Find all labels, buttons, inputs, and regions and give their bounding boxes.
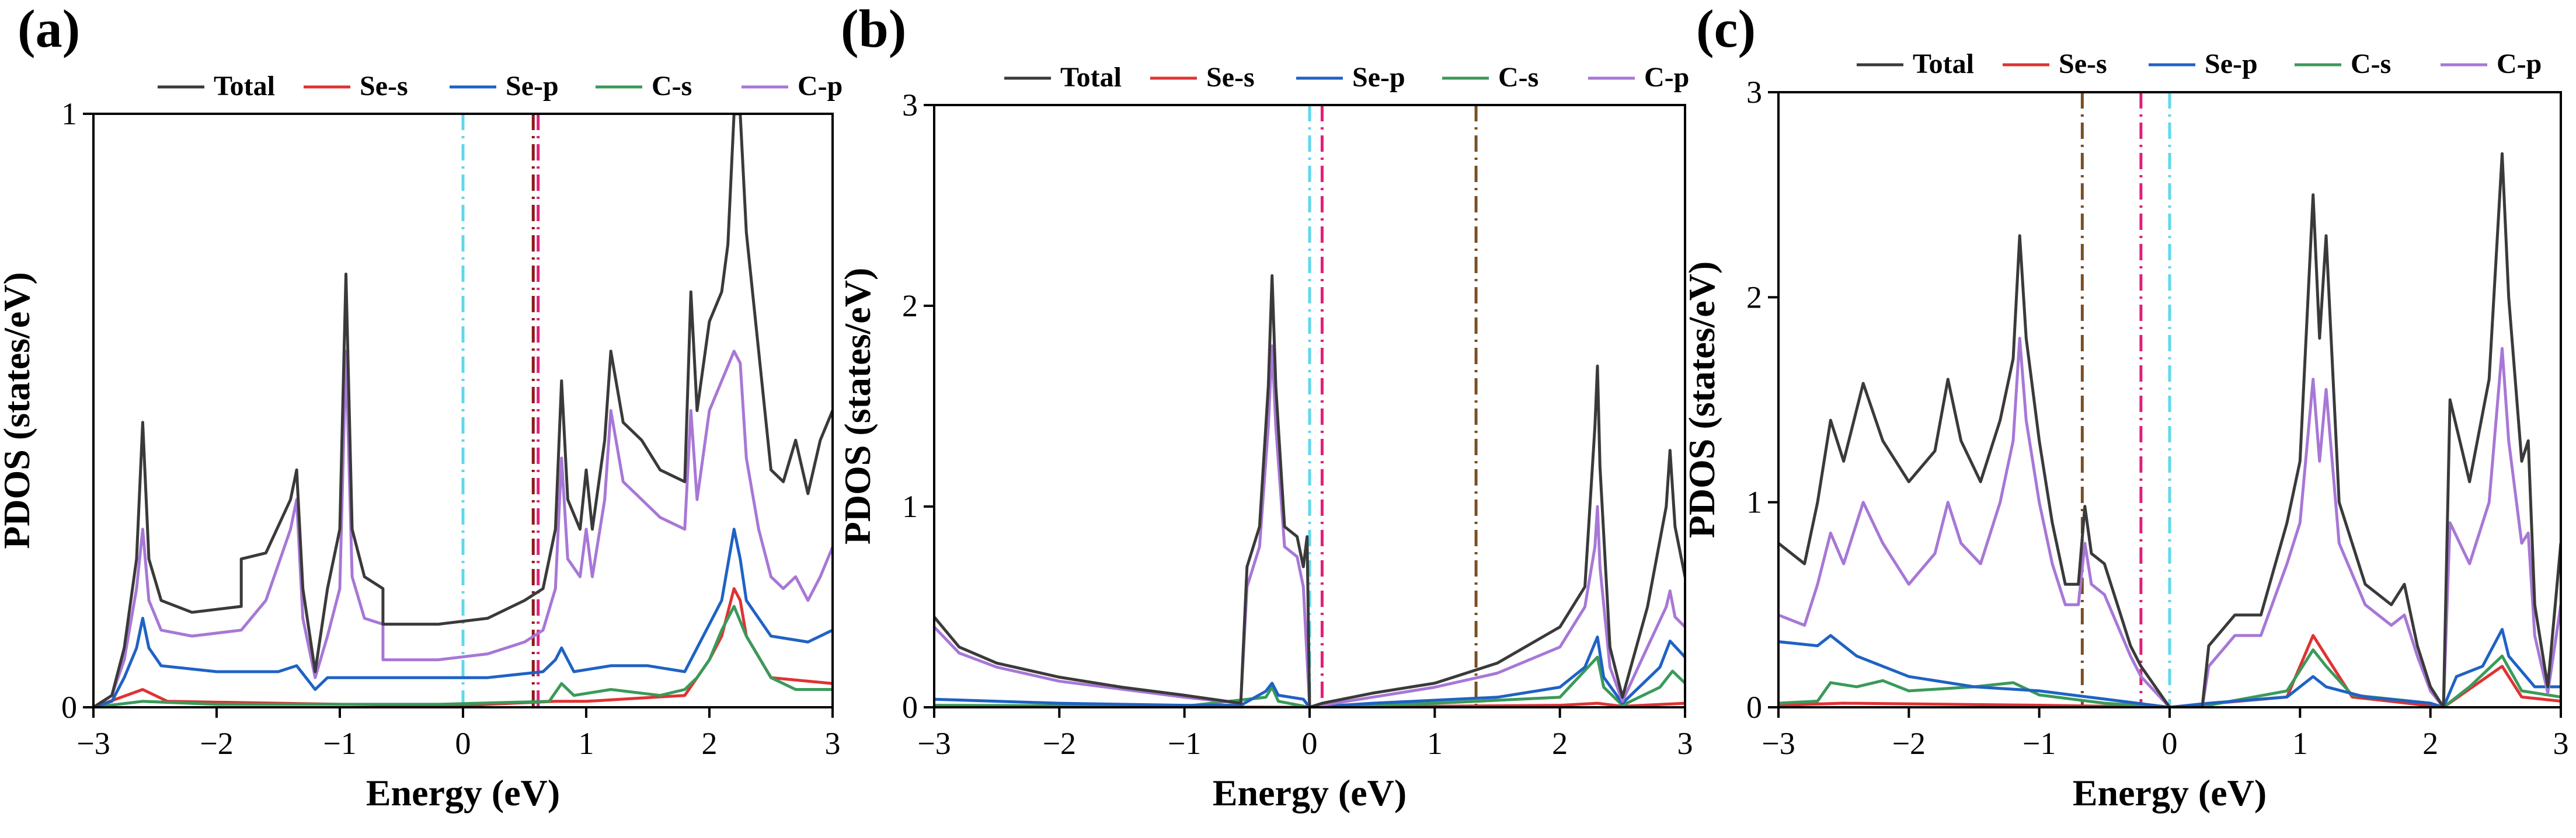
x-tick-label: 2 (2422, 726, 2438, 761)
x-tick-label: 1 (579, 726, 594, 761)
series-line-se-p (1778, 628, 2561, 707)
legend-label-c-p: C-p (2497, 48, 2542, 79)
series-line-se-s (93, 587, 833, 707)
legend-label-total: Total (214, 71, 275, 102)
series-line-c-p (1778, 337, 2561, 707)
y-tick-label: 1 (61, 96, 77, 131)
x-tick-label: −3 (1762, 726, 1795, 761)
series-line-se-p (934, 636, 1685, 707)
x-tick-label: −1 (1168, 726, 1201, 761)
x-tick-label: 3 (825, 726, 841, 761)
series-line-c-s (934, 655, 1685, 707)
series-group (93, 114, 833, 707)
panel-label: (a) (18, 0, 80, 58)
legend-label-se-p: Se-p (2205, 48, 2258, 79)
y-tick-label: 3 (902, 88, 918, 123)
legend-label-c-p: C-p (798, 71, 843, 102)
y-tick-label: 2 (1746, 280, 1762, 315)
legend-label-c-p: C-p (1644, 62, 1689, 93)
x-axis-title: Energy (eV) (366, 772, 560, 813)
series-line-total (93, 114, 833, 707)
x-tick-label: −1 (2022, 726, 2056, 761)
panel-a: (a) −3 −2 −1 0 1 2 3 0 1 Energy (eV) PDOS (states/e… (0, 0, 843, 813)
y-tick-label: 3 (1746, 75, 1762, 110)
series-line-se-s (1778, 634, 2561, 707)
panel-label: (b) (841, 0, 906, 58)
x-tick-label: 0 (2162, 726, 2178, 761)
panel-c: (c) −3 −2 −1 0 1 2 3 0 1 2 3 Energy (eV) PDOS (states… (1681, 0, 2569, 813)
y-tick-label: 1 (902, 489, 918, 524)
y-axis-title: PDOS (states/eV) (1681, 261, 1722, 539)
series-line-total (934, 274, 1685, 707)
y-tick-label: 0 (61, 690, 77, 725)
x-tick-label: −2 (200, 726, 233, 761)
x-tick-label: 2 (702, 726, 718, 761)
x-tick-label: −2 (1892, 726, 1926, 761)
x-tick-label: 2 (1552, 726, 1568, 761)
series-line-se-p (93, 528, 833, 707)
legend-label-se-p: Se-p (506, 71, 559, 102)
legend-label-c-s: C-s (1498, 62, 1538, 93)
x-axis-title: Energy (eV) (1213, 772, 1407, 813)
x-tick-label: 1 (1427, 726, 1443, 761)
panel-label: (c) (1696, 0, 1756, 58)
panel-b: (b) −3 −2 −1 0 1 2 3 0 1 2 3 Energy (eV) PDOS (states… (837, 0, 1693, 813)
y-tick-label: 2 (902, 288, 918, 323)
x-tick-label: −3 (917, 726, 951, 761)
y-tick-label: 1 (1746, 485, 1762, 520)
legend-label-c-s: C-s (652, 71, 692, 102)
legend-label-se-s: Se-s (2059, 48, 2107, 79)
series-line-c-p (93, 350, 833, 707)
x-tick-label: 0 (455, 726, 471, 761)
legend-label-se-s: Se-s (1206, 62, 1255, 93)
series-line-total (1778, 152, 2561, 707)
y-tick-label: 0 (902, 690, 918, 725)
x-tick-label: −3 (76, 726, 110, 761)
x-axis-title: Energy (eV) (2073, 772, 2267, 813)
x-tick-label: 1 (2292, 726, 2308, 761)
x-tick-label: 3 (2553, 726, 2569, 761)
legend-label-total: Total (1913, 48, 1974, 79)
legend-label-total: Total (1060, 62, 1122, 93)
y-axis-title: PDOS (states/eV) (837, 268, 878, 545)
y-axis-title: PDOS (states/eV) (0, 272, 37, 549)
x-tick-label: 0 (1302, 726, 1318, 761)
x-tick-label: −1 (323, 726, 356, 761)
legend-label-se-p: Se-p (1352, 62, 1405, 93)
legend-label-c-s: C-s (2351, 48, 2391, 79)
series-line-c-s (93, 605, 833, 707)
y-tick-label: 0 (1746, 690, 1762, 725)
x-tick-label: 3 (1677, 726, 1693, 761)
legend-label-se-s: Se-s (360, 71, 408, 102)
x-tick-label: −2 (1043, 726, 1076, 761)
